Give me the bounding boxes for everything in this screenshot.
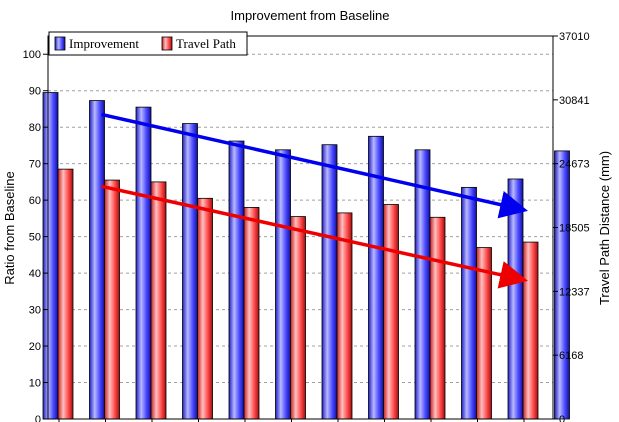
bar-improvement: [507, 178, 524, 420]
y-tick-label: 70: [29, 159, 41, 171]
bar-improvement: [89, 100, 105, 420]
trend-arrow-improvement: [101, 112, 528, 219]
bar-travel-path: [104, 179, 120, 420]
legend-swatch-travel-path: [161, 36, 173, 51]
y2-tick-label: 30841: [559, 95, 590, 107]
bar-travel-path: [522, 241, 539, 420]
bar-travel-path: [150, 181, 167, 420]
bar-travel-path: [336, 212, 353, 420]
bar-travel-path: [429, 216, 446, 420]
legend: Improvement Travel Path: [48, 31, 248, 56]
y-tick-label: 60: [29, 195, 41, 207]
legend-label-travel-path: Travel Path: [176, 36, 236, 51]
bar-improvement: [228, 140, 245, 420]
y-tick-label: 90: [29, 86, 41, 98]
y2-tick-label: 12337: [559, 286, 590, 298]
bar-improvement: [182, 123, 198, 420]
bar-improvement: [275, 149, 291, 420]
y-tick-label: 0: [35, 414, 41, 422]
bar-travel-path: [197, 197, 213, 420]
y-tick-label: 80: [29, 122, 41, 134]
bar-travel-path: [290, 216, 306, 420]
x-axis-ticks: [58, 419, 525, 422]
chart-title: Improvement from Baseline: [231, 8, 390, 23]
bar-improvement: [554, 150, 570, 420]
y2-axis-ticks: 0 6168 12337 18505 24673 30841 37010: [553, 31, 590, 422]
y2-tick-label: 37010: [559, 31, 590, 43]
y-tick-label: 100: [23, 49, 41, 61]
legend-swatch-improvement: [54, 36, 66, 51]
legend-box: [48, 31, 248, 56]
y2-tick-label: 6168: [559, 350, 583, 362]
bar-improvement: [42, 92, 59, 420]
y-tick-label: 40: [29, 268, 41, 280]
bar-improvement: [135, 106, 152, 420]
y-tick-label: 30: [29, 305, 41, 317]
y-axis-label: Ratio from Baseline: [2, 171, 17, 284]
y2-axis-label: Travel Path Distance (mm): [597, 151, 612, 305]
bar-travel-path: [243, 207, 260, 420]
bar-travel-path: [383, 204, 399, 420]
trend-arrow-travel-path: [101, 184, 528, 289]
y-tick-label: 10: [29, 378, 41, 390]
bars: [42, 92, 570, 420]
y2-tick-label: 0: [559, 414, 565, 422]
y-axis-ticks: 0 10 20 30 40 50 60 70 80 90 100: [23, 49, 48, 422]
bar-improvement: [414, 149, 431, 420]
bar-improvement: [461, 186, 477, 420]
y-tick-label: 20: [29, 341, 41, 353]
y2-tick-label: 18505: [559, 223, 590, 235]
y2-tick-label: 24673: [559, 159, 590, 171]
bar-improvement: [321, 144, 338, 420]
y-tick-label: 50: [29, 232, 41, 244]
bar-travel-path: [57, 168, 74, 420]
legend-label-improvement: Improvement: [69, 36, 139, 51]
trend-arrows: [101, 112, 528, 289]
